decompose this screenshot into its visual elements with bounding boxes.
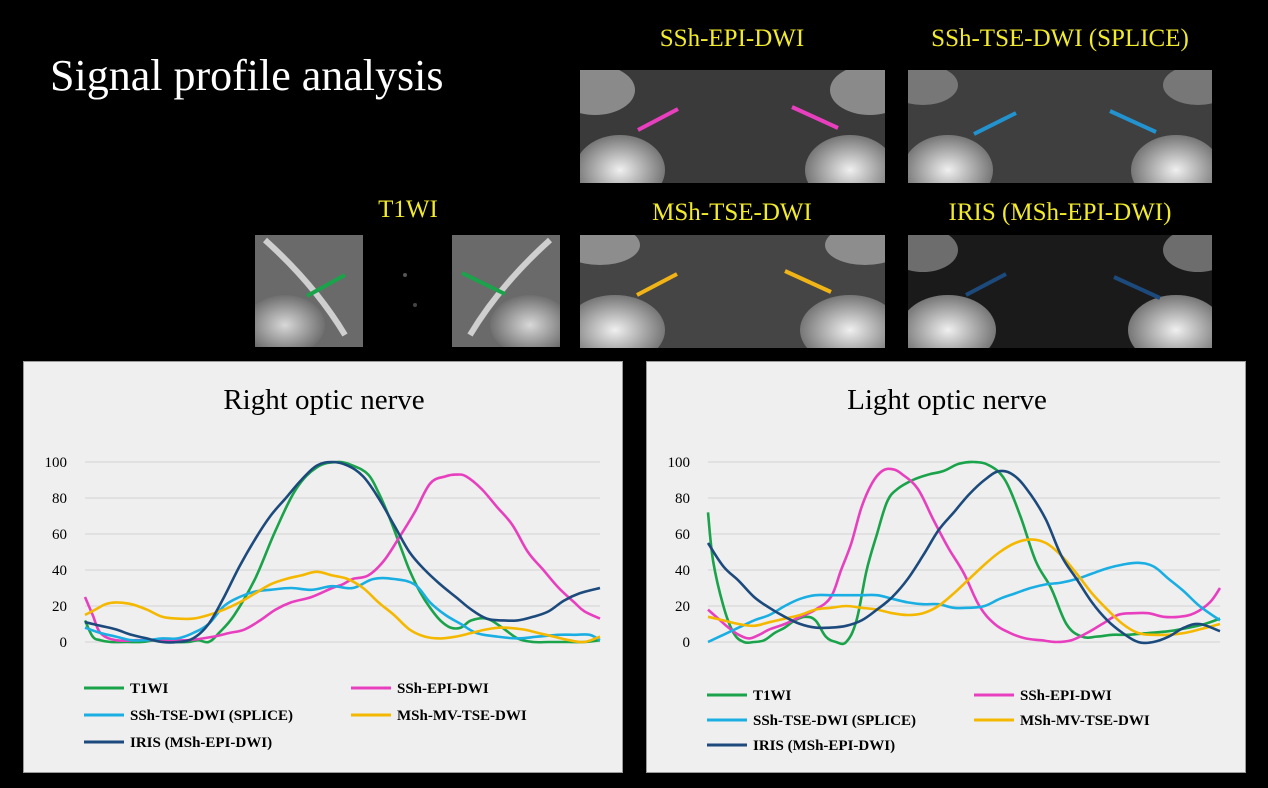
roi-marker-right	[1113, 275, 1161, 300]
image-label-iris: IRIS (MSh-EPI-DWI)	[948, 199, 1172, 226]
roi-marker-left	[636, 272, 678, 297]
roi-marker-right	[784, 269, 832, 294]
chart-right-optic-nerve: Right optic nerve 0 20 40 60 80 100 T1WI SSh-EP…	[45, 384, 601, 751]
legend-item: IRIS (MSh-EPI-DWI)	[707, 738, 895, 754]
image-label-ssh-epi-dwi: SSh-EPI-DWI	[659, 25, 805, 52]
y-tick-label: 80	[52, 491, 67, 507]
series-line-ssh-tse-dwi-splice-	[707, 561, 1221, 644]
image-label-msh-tse-dwi: MSh-TSE-DWI	[652, 199, 812, 226]
chart-light-optic-nerve: Light optic nerve 0 20 40 60 80 100 T1WI SSh-EP…	[668, 384, 1222, 754]
legend-item: IRIS (MSh-EPI-DWI)	[84, 735, 272, 751]
roi-marker-right	[791, 105, 839, 130]
roi-marker-left	[306, 273, 346, 298]
series-line-t1wi	[706, 460, 1221, 646]
legend-label: T1WI	[753, 688, 792, 704]
series-line-iris-msh-epi-dwi-	[706, 469, 1221, 645]
roi-marker-left	[965, 272, 1007, 297]
chart-panel-light-optic-nerve: Light optic nerve 0 20 40 60 80 100 T1WI SSh-EP…	[646, 361, 1246, 773]
legend-item: SSh-TSE-DWI (SPLICE)	[84, 708, 293, 724]
legend-item: MSh-MV-TSE-DWI	[974, 713, 1150, 729]
legend-label: T1WI	[130, 681, 169, 697]
y-tick-label: 20	[675, 599, 690, 615]
legend-item: SSh-EPI-DWI	[974, 688, 1112, 704]
roi-marker-left	[973, 111, 1017, 136]
image-label-ssh-tse-dwi: SSh-TSE-DWI (SPLICE)	[931, 25, 1189, 52]
legend-label: MSh-MV-TSE-DWI	[1020, 713, 1150, 729]
series-line-ssh-epi-dwi	[707, 467, 1222, 644]
legend-label: SSh-EPI-DWI	[1020, 688, 1112, 704]
series-line-ssh-epi-dwi	[83, 473, 601, 643]
y-tick-label: 40	[52, 563, 67, 579]
roi-marker-right	[1109, 109, 1157, 134]
chart-title: Light optic nerve	[847, 384, 1047, 416]
legend-label: SSh-TSE-DWI (SPLICE)	[753, 713, 916, 729]
mri-image-ssh-epi-dwi	[580, 70, 885, 183]
chart-panel-right-optic-nerve: Right optic nerve 0 20 40 60 80 100 T1WI SSh-EP…	[23, 361, 623, 773]
legend-label: MSh-MV-TSE-DWI	[397, 708, 527, 724]
legend-label: IRIS (MSh-EPI-DWI)	[130, 735, 272, 751]
image-label-t1wi: T1WI	[378, 196, 438, 223]
legend-item: MSh-MV-TSE-DWI	[351, 708, 527, 724]
mri-image-ssh-tse-dwi	[908, 70, 1212, 183]
legend-item: SSh-TSE-DWI (SPLICE)	[707, 713, 916, 729]
y-tick-label: 60	[675, 527, 690, 543]
y-tick-label: 0	[683, 635, 691, 651]
y-tick-label: 60	[52, 527, 67, 543]
y-tick-label: 100	[668, 455, 691, 471]
mri-image-msh-tse-dwi	[580, 235, 885, 348]
page-title: Signal profile analysis	[50, 51, 444, 100]
legend-label: SSh-TSE-DWI (SPLICE)	[130, 708, 293, 724]
chart-title: Right optic nerve	[223, 384, 424, 416]
series-line-iris-msh-epi-dwi-	[84, 460, 601, 644]
series-line-t1wi	[83, 460, 601, 644]
legend-item: T1WI	[707, 688, 792, 704]
legend-item: T1WI	[84, 681, 169, 697]
roi-marker-right	[461, 271, 506, 296]
series-line-msh-mv-tse-dwi	[707, 538, 1221, 637]
y-tick-label: 80	[675, 491, 690, 507]
series-line-msh-mv-tse-dwi	[84, 570, 601, 644]
y-tick-label: 100	[45, 455, 68, 471]
legend-label: SSh-EPI-DWI	[397, 681, 489, 697]
legend-item: SSh-EPI-DWI	[351, 681, 489, 697]
y-tick-label: 0	[60, 635, 68, 651]
series-line-ssh-tse-dwi-splice-	[84, 576, 601, 642]
mri-image-iris	[908, 235, 1212, 348]
y-tick-label: 40	[675, 563, 690, 579]
roi-marker-left	[637, 107, 679, 132]
y-tick-label: 20	[52, 599, 67, 615]
legend-label: IRIS (MSh-EPI-DWI)	[753, 738, 895, 754]
mri-image-t1wi	[255, 235, 560, 347]
